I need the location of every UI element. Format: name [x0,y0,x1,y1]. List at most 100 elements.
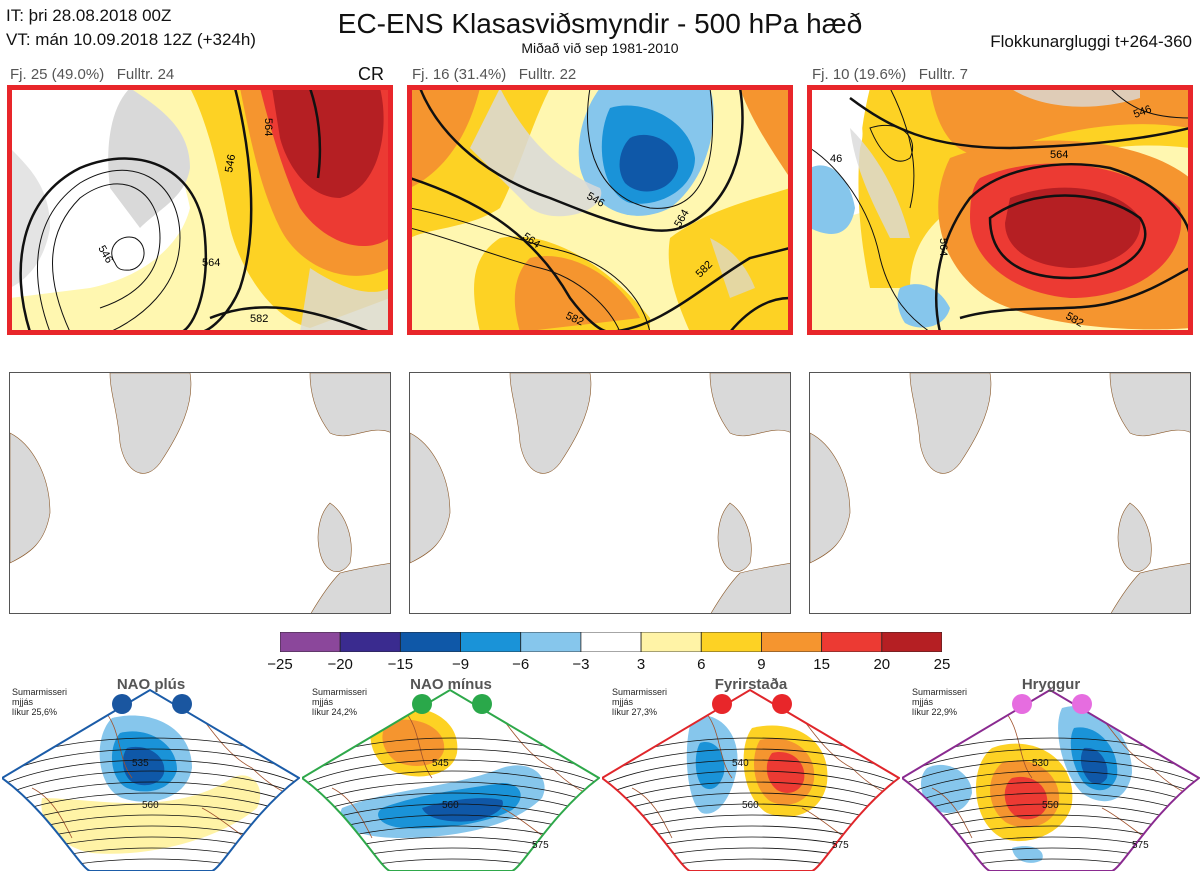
colorbar-swatch [881,631,943,653]
height-contour [602,858,899,871]
regime-marker-dot [412,694,432,714]
regime-contour-label: 575 [532,840,549,851]
colorbar-swatch [640,631,702,653]
empty-map-1 [9,372,391,614]
colorbar-tick-label: −6 [512,656,530,673]
colorbar-tick-label: −9 [451,656,470,673]
valid-time: VT: mán 10.09.2018 12Z (+324h) [6,30,256,49]
regime-contour-label: 530 [1032,758,1049,769]
colorbar-tick-label: 25 [933,656,951,673]
height-contour [2,858,299,871]
regime-map: 540 560 575 [600,688,901,872]
regime-contour-label: 540 [732,758,749,769]
regime-probability-note: Sumarmisseri mjjás líkur 22,9% [912,687,967,717]
regime-note-line: mjjás [912,697,934,707]
cluster-3-count: Fj. 10 (19.6%) [812,66,907,83]
cluster-2-count: Fj. 16 (31.4%) [412,66,507,83]
height-contour [2,759,299,791]
regime-contour-label: 550 [1042,800,1059,811]
regime-contour-label: 560 [142,800,159,811]
regime-note-line: Sumarmisseri [312,687,368,697]
regime-marker-dot [1012,694,1032,714]
regime-panel[interactable]: 530 550 575 Hryggur Sumarmisseri mjjás líkur 2… [900,676,1200,872]
regime-note-line: Sumarmisseri [612,687,668,697]
cluster-1-representative: Fulltr. 24 [116,66,175,83]
colorbar [279,631,943,653]
regime-contour-label: 560 [742,800,759,811]
regime-contour-label: 575 [1132,840,1149,851]
height-contour [2,770,299,802]
regime-marker-dot [472,694,492,714]
cluster-1-map[interactable]: 546 564 546 564 582 [10,88,390,332]
colorbar-tick-label: 20 [873,656,891,673]
regime-note-line: mjjás [12,697,34,707]
cluster-3-contour-label-2: 564 [1050,149,1068,161]
cluster-3-contour-label-4: 564 [937,238,949,256]
regime-probability-note: Sumarmisseri mjjás líkur 24,2% [312,687,367,717]
regime-note-line: líkur 24,2% [312,707,358,717]
control-run-tag: CR [358,64,384,84]
anomaly-area [382,719,445,766]
cluster-3-map[interactable]: 46 564 546 564 582 [810,88,1190,332]
cluster-3-contour-label-1: 46 [830,153,842,165]
regime-map: 545 560 575 [300,688,601,872]
colorbar-tick-label: −20 [327,656,353,673]
height-contour [302,858,599,871]
anomaly-area [1004,776,1048,820]
regime-note-line: líkur 22,9% [912,707,958,717]
regime-note-line: líkur 25,6% [12,707,58,717]
height-contour [902,770,1199,802]
regime-note-line: líkur 27,3% [612,707,658,717]
cluster-2-representative: Fulltr. 22 [518,66,577,83]
colorbar-tick-label: −15 [387,656,414,673]
regime-contour-label: 545 [432,758,449,769]
regime-name: NAO plús [116,676,186,693]
colorbar-swatch [460,631,522,653]
regime-name: NAO mínus [410,676,492,693]
regime-marker-dot [172,694,192,714]
regime-panel[interactable]: 545 560 575 NAO mínus Sumarmisseri mjjás líkur… [300,676,601,872]
anomaly-area [1080,747,1108,784]
cluster-1-contour-label-4: 564 [202,257,220,269]
anomaly-area [122,746,165,786]
regime-probability-note: Sumarmisseri mjjás líkur 27,3% [612,687,667,717]
regime-note-line: Sumarmisseri [12,687,68,697]
colorbar-tick-label: 15 [813,656,830,673]
cluster-1-label: Fj. 25 (49.0%) Fulltr. 24 [10,66,174,83]
empty-map-2 [409,372,791,614]
regime-note-line: Sumarmisseri [912,687,968,697]
regime-panel[interactable]: 535 560 NAO plús Sumarmisseri mjjás líkur 25,… [0,676,301,872]
cluster-1-count: Fj. 25 (49.0%) [10,66,105,83]
colorbar-tick-label: 9 [757,656,766,673]
clustering-window: Flokkunargluggi t+264-360 [990,32,1192,51]
cluster-2-map[interactable]: 546 564 564 582 582 [410,88,790,332]
cluster-3-representative: Fulltr. 7 [918,66,968,83]
anomaly-area [695,742,725,790]
anomaly-area [41,775,261,854]
colorbar-tick-label: 6 [697,656,706,673]
cluster-3-contour-label-3: 546 [1132,103,1153,121]
colorbar-swatch [821,631,883,653]
regime-contour-label: 560 [442,800,459,811]
colorbar-swatch [761,631,823,653]
colorbar-tick-label: 3 [636,656,646,673]
initial-time: IT: þri 28.08.2018 00Z [6,6,172,25]
regime-contour-label: 575 [832,840,849,851]
regime-name: Hryggur [1021,676,1081,693]
colorbar-swatch [279,631,341,653]
cluster-1-contour-label-5: 582 [250,313,268,325]
regime-name: Fyrirstaða [714,676,788,693]
colorbar-swatch [339,631,401,653]
page-subtitle: Miðað við sep 1981-2010 [521,40,679,56]
colorbar-swatches [279,631,943,653]
height-contour [302,759,599,791]
regime-marker-dot [112,694,132,714]
colorbar-swatch [399,631,461,653]
colorbar-tick-label: −3 [572,656,590,673]
cluster-2-label: Fj. 16 (31.4%) Fulltr. 22 [412,66,576,83]
regime-marker-dot [1072,694,1092,714]
regime-panel[interactable]: 540 560 575 Fyrirstaða Sumarmisseri mjjás líku… [600,676,901,872]
empty-map-3 [809,372,1191,614]
height-contour [902,759,1199,791]
page-title: EC-ENS Klasasviðsmyndir - 500 hPa hæð [337,8,863,39]
